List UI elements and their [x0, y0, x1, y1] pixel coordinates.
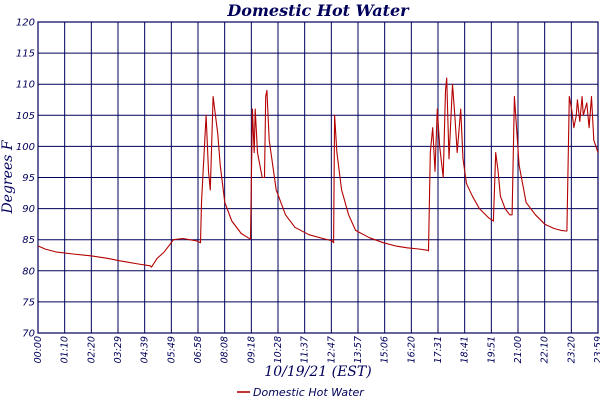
x-tick-label: 19:51: [486, 336, 497, 363]
series-layer: [37, 77, 599, 268]
x-tick-label: 12:47: [326, 336, 337, 363]
x-tick-label: 05:49: [166, 336, 177, 363]
x-tick-label: 16:20: [406, 336, 417, 363]
y-axis-ticks: 70 75 80 85 90 95 100 105 110 115 120: [16, 18, 35, 340]
x-tick-label: 11:37: [300, 336, 311, 363]
y-tick-label: 120: [16, 18, 35, 29]
y-tick-label: 100: [16, 142, 35, 153]
x-tick-label: 15:06: [380, 336, 391, 363]
x-tick-label: 10:28: [273, 336, 284, 363]
legend: Domestic Hot Water: [237, 386, 365, 399]
x-axis-title: 10/19/21 (EST): [264, 364, 371, 380]
x-tick-label: 08:08: [220, 336, 231, 363]
plot-border: [37, 21, 599, 334]
x-tick-label: 06:58: [193, 336, 204, 363]
legend-label: Domestic Hot Water: [253, 386, 365, 399]
y-tick-label: 80: [22, 266, 35, 277]
x-tick-label: 03:29: [113, 336, 124, 363]
x-tick-label: 02:20: [86, 336, 97, 363]
y-tick-label: 75: [22, 297, 35, 308]
y-tick-label: 105: [16, 111, 35, 122]
x-tick-label: 22:10: [540, 336, 551, 363]
x-tick-label: 00:00: [33, 336, 44, 363]
y-tick-label: 85: [22, 235, 35, 246]
x-tick-label: 17:31: [433, 336, 444, 363]
x-tick-label: 01:10: [60, 336, 71, 363]
y-tick-label: 95: [22, 173, 35, 184]
x-tick-label: 23:20: [566, 336, 577, 363]
y-tick-label: 110: [16, 80, 35, 91]
x-tick-label: 21:00: [513, 336, 524, 363]
y-tick-label: 115: [16, 49, 35, 60]
y-tick-label: 90: [22, 204, 35, 215]
y-axis-title: Degrees F: [0, 139, 16, 214]
x-tick-label: 09:18: [246, 336, 257, 363]
y-tick-label: 70: [22, 329, 35, 340]
x-tick-label: 04:39: [140, 336, 151, 363]
chart-title: Domestic Hot Water: [226, 1, 410, 20]
x-tick-label: 23:59: [593, 336, 600, 363]
x-axis-ticks: 00:00 01:10 02:20 03:29 04:39 05:49 06:58 08:08…: [33, 336, 600, 363]
series-line-domestic-hot-water: [37, 77, 599, 268]
x-tick-label: 13:57: [353, 336, 364, 363]
x-tick-label: 18:41: [460, 336, 471, 363]
